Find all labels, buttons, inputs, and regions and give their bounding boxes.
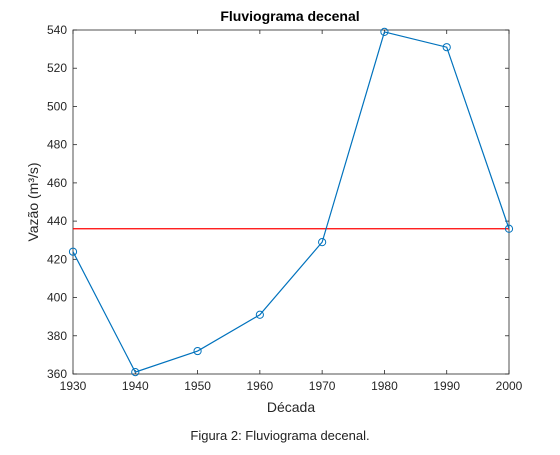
y-tick-label: 380 <box>47 329 67 343</box>
x-tick-label: 1940 <box>122 379 149 393</box>
y-tick-label: 440 <box>47 214 67 228</box>
x-tick-label: 1930 <box>60 379 87 393</box>
x-axis-label: Década <box>267 399 315 415</box>
chart-title: Fluviograma decenal <box>220 8 359 24</box>
y-tick-label: 480 <box>47 138 67 152</box>
y-tick-label: 540 <box>47 23 67 37</box>
y-tick-label: 420 <box>47 252 67 266</box>
y-tick-label: 400 <box>47 291 67 305</box>
figure-caption: Figura 2: Fluviograma decenal. <box>0 428 560 443</box>
chart: Fluviograma decenal 36038040042044046048… <box>0 0 560 430</box>
x-tick-label: 2000 <box>496 379 523 393</box>
x-tick-label: 1970 <box>309 379 336 393</box>
plot-area <box>73 30 509 374</box>
y-tick-label: 460 <box>47 176 67 190</box>
x-tick-label: 1960 <box>247 379 274 393</box>
x-tick-label: 1990 <box>433 379 460 393</box>
y-tick-label: 520 <box>47 61 67 75</box>
x-tick-label: 1980 <box>371 379 398 393</box>
x-tick-label: 1950 <box>184 379 211 393</box>
y-axis-label: Vazão (m³/s) <box>25 162 41 241</box>
y-tick-label: 500 <box>47 99 67 113</box>
